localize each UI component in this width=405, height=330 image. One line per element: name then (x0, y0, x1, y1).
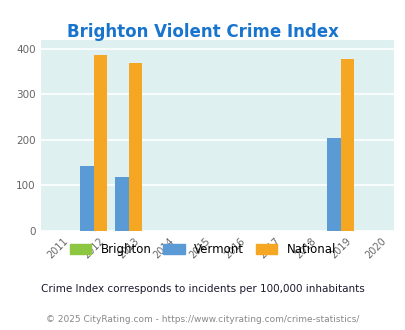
Bar (340, 59, 354, 231)
Bar (115, 177, 129, 231)
Text: Crime Index corresponds to incidents per 100,000 inhabitants: Crime Index corresponds to incidents per… (41, 284, 364, 294)
Text: Brighton Violent Crime Index: Brighton Violent Crime Index (67, 23, 338, 41)
Bar (80, 166, 94, 231)
Bar (326, 138, 340, 231)
Bar (129, 63, 142, 231)
Text: © 2025 CityRating.com - https://www.cityrating.com/crime-statistics/: © 2025 CityRating.com - https://www.city… (46, 315, 359, 324)
Legend: Brighton, Vermont, National: Brighton, Vermont, National (66, 240, 339, 260)
Bar (94, 55, 107, 231)
